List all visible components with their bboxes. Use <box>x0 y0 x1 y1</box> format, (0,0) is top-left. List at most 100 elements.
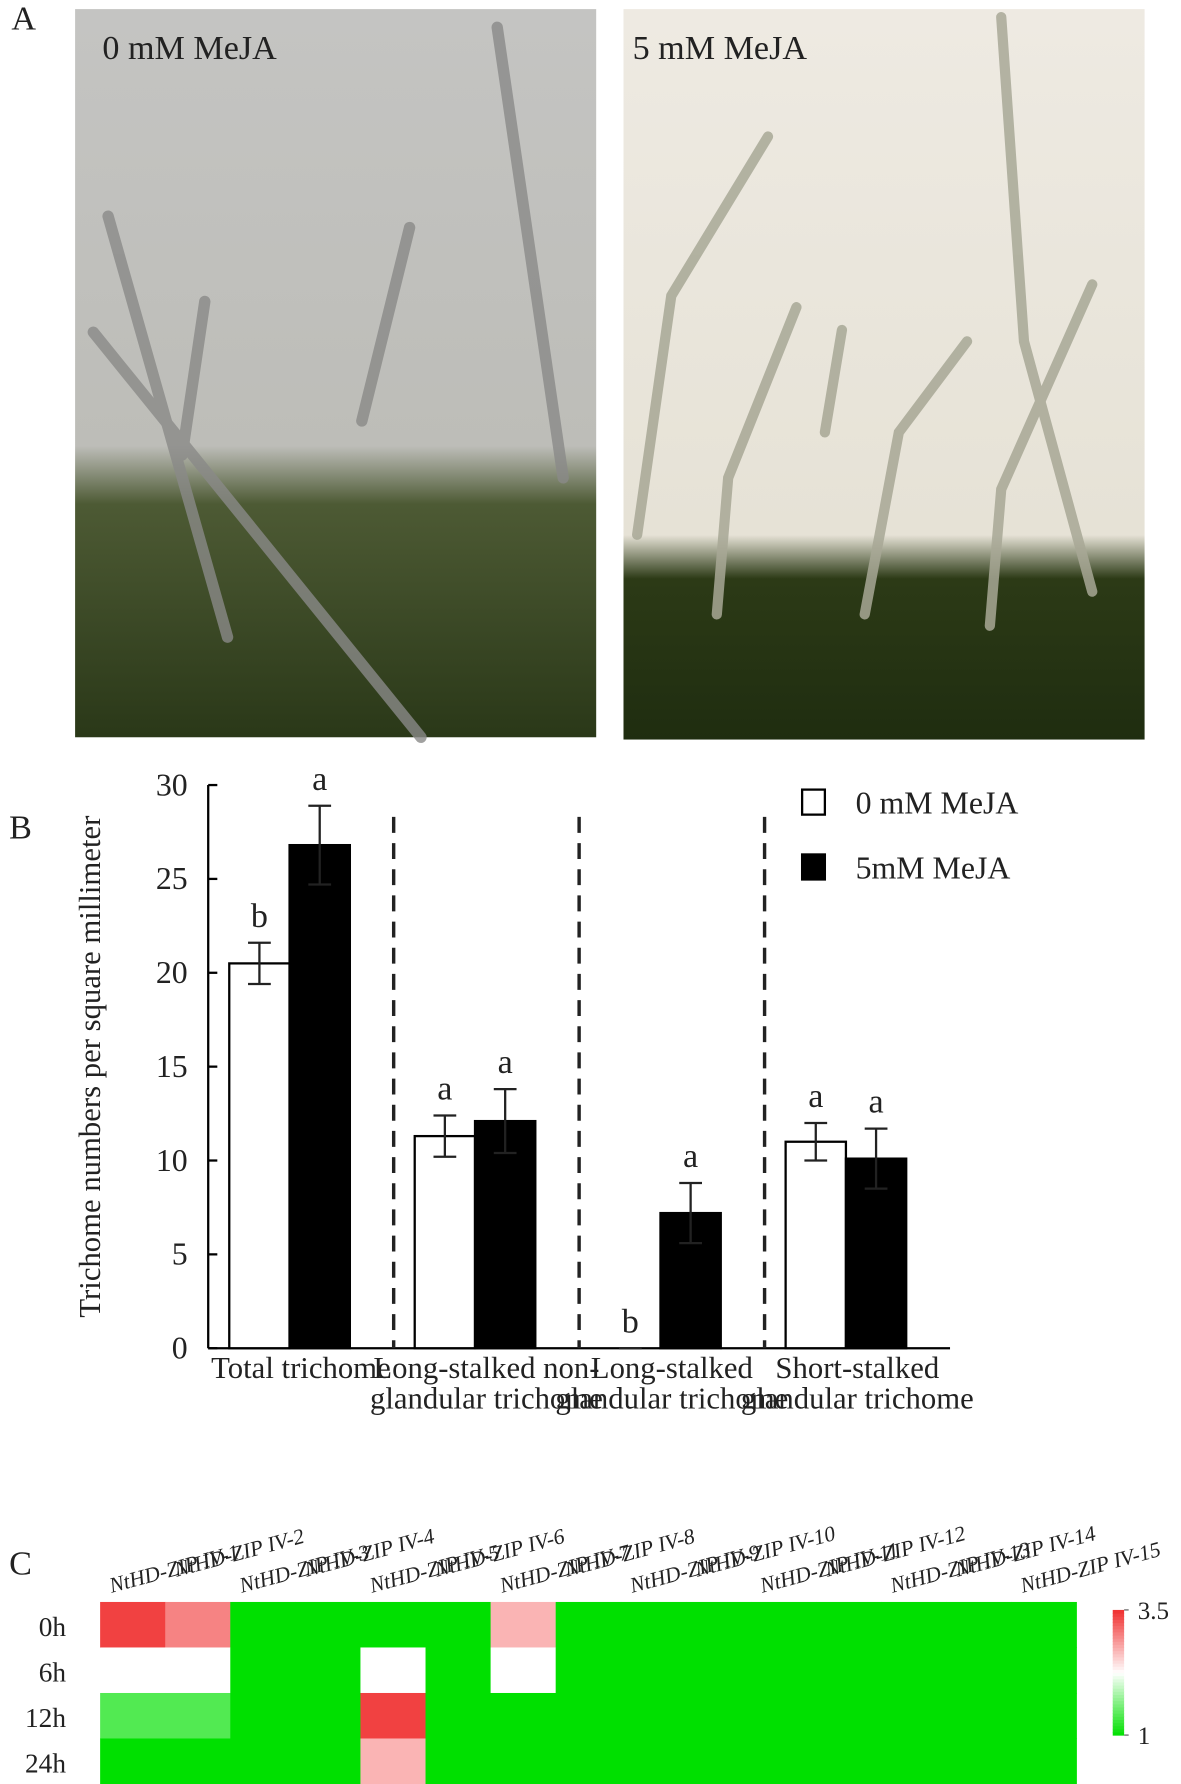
y-axis-label: Trichome numbers per square millimeter <box>73 816 107 1318</box>
panel-label: B <box>9 810 32 847</box>
row-label: 6h <box>39 1658 67 1688</box>
legend-label: 5mM MeJA <box>856 850 1011 885</box>
legend-swatch <box>800 788 827 816</box>
colorbar-label: 1 <box>1138 1723 1151 1750</box>
heat-cell <box>100 1601 166 1649</box>
colorbar-step <box>1112 1716 1125 1721</box>
heat-cell <box>230 1647 296 1694</box>
heat-cell <box>620 1692 687 1740</box>
significance-letter: a <box>312 761 327 798</box>
y-tick-label: 15 <box>156 1049 188 1084</box>
heat-cell <box>360 1692 427 1740</box>
colorbar-step <box>1112 1656 1125 1661</box>
x-tick-label: Total trichome <box>211 1352 391 1385</box>
significance-letter: b <box>251 898 268 935</box>
heat-cell <box>946 1601 1012 1649</box>
error-bar <box>248 941 271 986</box>
colorbar-step <box>1112 1728 1125 1733</box>
heat-cell <box>100 1738 166 1784</box>
x-tick-label-box: Long-stalked non-glandular trichome <box>369 1352 603 1416</box>
row-label: 24h <box>25 1749 66 1779</box>
colorbar-step <box>1112 1678 1125 1683</box>
bar <box>288 843 352 1350</box>
colorbar-step <box>1112 1669 1125 1674</box>
heat-cell <box>750 1647 817 1694</box>
colorbar-step <box>1112 1710 1125 1714</box>
bar <box>413 1134 477 1350</box>
y-tick-label: 25 <box>156 861 188 896</box>
heat-cell <box>750 1692 817 1740</box>
heat-cell <box>165 1601 231 1649</box>
heat-cell <box>360 1601 427 1649</box>
colorbar-step <box>1112 1666 1125 1670</box>
legend-label: 0 mM MeJA <box>856 785 1019 820</box>
heat-cell <box>685 1647 752 1694</box>
significance-letter: a <box>808 1078 823 1115</box>
heat-cell <box>685 1692 752 1740</box>
photo-detail <box>87 21 569 743</box>
colorbar-step <box>1112 1625 1125 1630</box>
heat-cell <box>425 1692 492 1740</box>
colorbar-step <box>1112 1725 1125 1730</box>
error-bar <box>493 1088 517 1155</box>
colorbar-step <box>1112 1694 1125 1699</box>
heat-cell <box>555 1738 622 1784</box>
x-tick-label-box: Total trichome <box>211 1352 391 1385</box>
error-bar <box>679 1181 702 1245</box>
heat-cell <box>490 1601 557 1649</box>
heat-cell <box>425 1601 492 1649</box>
colorbar-step <box>1112 1619 1125 1624</box>
heat-cell <box>946 1647 1012 1694</box>
significance-letter: a <box>437 1071 452 1108</box>
row-label: 0h <box>39 1612 67 1642</box>
significance-letter: a <box>868 1084 883 1121</box>
error-bar <box>433 1114 457 1158</box>
colorbar-step <box>1112 1731 1125 1736</box>
heat-cell <box>425 1738 492 1784</box>
bar <box>228 962 291 1350</box>
heat-cell <box>750 1601 817 1649</box>
colorbar-step <box>1112 1691 1125 1695</box>
heat-cell <box>295 1647 362 1694</box>
bar <box>473 1119 537 1350</box>
x-tick-label: Long-stalked non-glandular trichome <box>369 1352 603 1416</box>
heat-cell <box>490 1692 557 1740</box>
error-bar <box>308 804 332 886</box>
colorbar-step <box>1112 1634 1125 1639</box>
heat-cell <box>816 1647 882 1694</box>
heat-cell <box>881 1647 947 1694</box>
heat-cell <box>360 1647 427 1694</box>
colorbar-label: 3.5 <box>1138 1598 1169 1625</box>
heat-cell <box>490 1738 557 1784</box>
heat-cell <box>555 1601 622 1649</box>
x-tick-label-box: Short-stalked glandular trichome <box>740 1352 974 1416</box>
colorbar-step <box>1112 1681 1125 1686</box>
colorbar-step <box>1112 1644 1125 1649</box>
heat-cell <box>1011 1692 1077 1740</box>
heat-cell <box>1011 1601 1077 1649</box>
heat-cell <box>295 1601 362 1649</box>
heat-cell <box>816 1601 882 1649</box>
significance-letter: a <box>683 1138 698 1175</box>
heat-cell <box>230 1738 296 1784</box>
colorbar-step <box>1112 1659 1125 1664</box>
heat-cell <box>881 1692 947 1740</box>
colorbar-step <box>1112 1616 1125 1620</box>
heat-cell <box>685 1601 752 1649</box>
x-tick-label: Long-stalked glandular trichome <box>555 1352 789 1416</box>
colorbar-step <box>1112 1672 1125 1677</box>
heat-cell <box>881 1601 947 1649</box>
heat-cell <box>295 1692 362 1740</box>
x-tick-label: Short-stalked glandular trichome <box>740 1352 974 1416</box>
heat-cell <box>425 1647 492 1694</box>
photo-label: 0 mM MeJA <box>102 30 277 67</box>
y-tick-label: 5 <box>172 1237 188 1272</box>
panel-label: C <box>9 1546 32 1583</box>
colorbar-step <box>1112 1685 1125 1689</box>
heat-cell <box>620 1601 687 1649</box>
legend-swatch <box>800 853 827 881</box>
colorbar-step <box>1112 1647 1125 1652</box>
colorbar-step <box>1112 1719 1125 1724</box>
heat-cell <box>295 1738 362 1784</box>
